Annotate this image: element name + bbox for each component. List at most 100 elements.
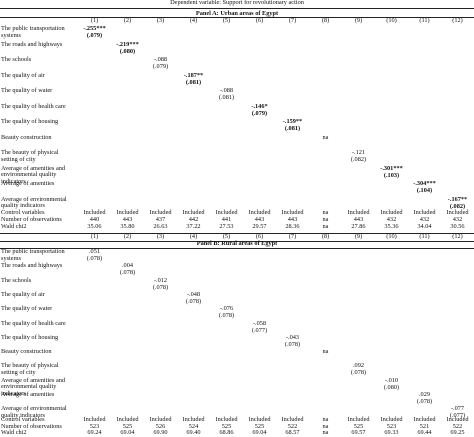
summary-value: 35.36 [384, 223, 399, 230]
rule [0, 240, 474, 242]
summary-value: Included [413, 209, 436, 216]
summary-value: 524 [188, 422, 199, 430]
standard-error: (.077) [251, 326, 268, 334]
standard-error: (.104) [416, 187, 433, 194]
column-number: (7) [288, 17, 297, 24]
summary-value: 37.22 [186, 223, 201, 230]
standard-error: (.078) [218, 312, 235, 320]
rule [0, 247, 474, 249]
row-label: Average of environmental quality indicat… [1, 195, 67, 210]
summary-value: Included [83, 209, 106, 216]
summary-value: 29.57 [252, 223, 267, 230]
summary-label: Control variables [1, 416, 45, 423]
coefficient: -.043 [285, 333, 300, 341]
coefficient: -.012 [153, 276, 168, 284]
row-label: Average of amenities [1, 180, 55, 187]
column-number: (3) [156, 233, 165, 240]
column-number: (2) [123, 233, 132, 240]
standard-error: (.081) [218, 94, 235, 101]
row-label: The quality of health care [1, 319, 66, 327]
coefficient: -.219*** [116, 40, 139, 48]
summary-value: 30.56 [450, 223, 465, 230]
summary-value: 443 [122, 216, 133, 223]
summary-value: 68.57 [285, 429, 300, 437]
standard-error: (.077) [449, 412, 466, 420]
summary-value: na [322, 216, 329, 223]
summary-value: 69.40 [186, 429, 201, 437]
row-label: The quality of air [1, 290, 45, 298]
summary-value: 34.04 [417, 223, 432, 230]
row-label: The public transportation systems [1, 248, 65, 262]
summary-value: 68.86 [219, 429, 234, 437]
summary-value: 69.33 [384, 429, 399, 437]
coefficient: -.187** [183, 71, 204, 79]
row-label: The public transportation systems [1, 25, 65, 39]
column-number: (8) [321, 17, 330, 24]
summary-value: 35.80 [120, 223, 135, 230]
summary-value: 526 [155, 422, 166, 430]
summary-value: 522 [287, 422, 298, 430]
row-label: The roads and highways [1, 40, 63, 48]
summary-label: Wald chi2 [1, 223, 27, 230]
coefficient: -.167** [447, 195, 468, 203]
standard-error: (.082) [449, 202, 466, 210]
row-label: The quality of water [1, 87, 53, 94]
coefficient: -.121 [351, 149, 366, 156]
summary-value: 432 [386, 216, 397, 223]
row-label: The quality of housing [1, 118, 59, 125]
standard-error: (.078) [152, 283, 169, 291]
standard-error: (.078) [119, 269, 136, 277]
summary-value: na [322, 422, 329, 430]
summary-value: Included [347, 209, 370, 216]
column-number: (9) [354, 233, 363, 240]
standard-error: (.080) [383, 383, 400, 391]
summary-value: 441 [221, 216, 232, 223]
row-label: The beauty of physical setting of city [1, 362, 59, 376]
summary-value: 525 [254, 422, 265, 430]
coefficient: .029 [418, 391, 431, 398]
summary-value: 69.25 [450, 429, 465, 437]
standard-error: (.081) [284, 125, 301, 132]
summary-value: 525 [122, 422, 133, 430]
coefficient: -.077 [450, 405, 465, 413]
column-number: (1) [90, 17, 99, 24]
panel-title: Panel B: Rural areas of Egypt [196, 240, 278, 247]
summary-value: Included [182, 209, 205, 216]
summary-value: Included [116, 416, 139, 423]
summary-value: Included [380, 209, 403, 216]
summary-value: 69.44 [417, 429, 432, 437]
coefficient: .004 [121, 262, 134, 270]
column-number: (3) [156, 17, 165, 24]
summary-value: 525 [353, 422, 364, 430]
coefficient: -.048 [186, 290, 201, 298]
coefficient: na [322, 348, 329, 356]
column-number: (4) [189, 17, 198, 24]
row-label: Average of amenities and environmental q… [1, 376, 66, 397]
column-number: (1) [90, 233, 99, 240]
standard-error: (.078) [416, 398, 433, 405]
summary-value: 27.86 [351, 223, 366, 230]
summary-value: 69.57 [351, 429, 366, 437]
summary-value: 69.90 [153, 429, 168, 437]
coefficient: .092 [352, 362, 365, 370]
row-label: The quality of health care [1, 102, 66, 110]
summary-value: 443 [353, 216, 364, 223]
row-label: The quality of water [1, 305, 53, 313]
column-number: (11) [419, 233, 430, 240]
summary-value: Included [248, 416, 271, 423]
row-label: The beauty of physical setting of city [1, 149, 59, 163]
summary-value: Included [149, 416, 172, 423]
column-number: (4) [189, 233, 198, 240]
row-label: Average of environmental quality indicat… [1, 405, 67, 419]
column-number: (12) [452, 17, 463, 24]
summary-value: 69.04 [120, 429, 135, 437]
summary-value: Included [281, 416, 304, 423]
summary-label: Number of observations [1, 422, 62, 430]
row-label: The quality of air [1, 71, 45, 79]
summary-value: 27.53 [219, 223, 234, 230]
summary-value: 443 [287, 216, 298, 223]
summary-value: 521 [419, 422, 430, 430]
summary-value: Included [248, 209, 271, 216]
column-number: (10) [386, 17, 397, 24]
